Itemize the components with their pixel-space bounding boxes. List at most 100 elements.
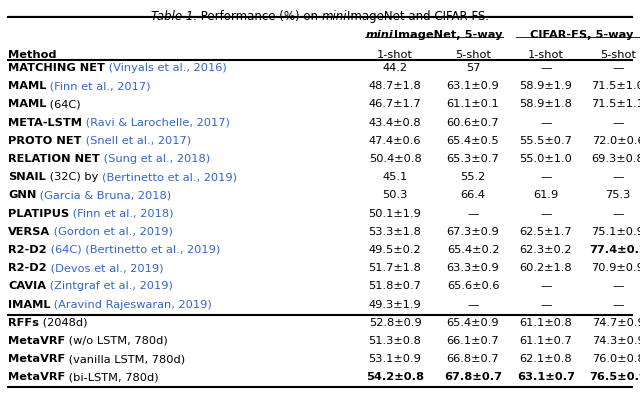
Text: (Gordon et al., 2019): (Gordon et al., 2019) [50, 226, 173, 236]
Text: —: — [540, 117, 552, 127]
Text: 1-shot: 1-shot [377, 50, 413, 60]
Text: 76.0±0.8: 76.0±0.8 [591, 353, 640, 363]
Text: —: — [540, 281, 552, 291]
Text: 74.7±0.9: 74.7±0.9 [591, 317, 640, 327]
Text: 5-shot: 5-shot [455, 50, 491, 60]
Text: VERSA: VERSA [8, 226, 50, 236]
Text: (2048d): (2048d) [39, 317, 88, 327]
Text: (Snell et al., 2017): (Snell et al., 2017) [81, 135, 191, 145]
Text: 75.3: 75.3 [605, 190, 630, 200]
Text: GNN: GNN [8, 190, 36, 200]
Text: 49.5±0.2: 49.5±0.2 [369, 244, 421, 254]
Text: R2-D2: R2-D2 [8, 244, 47, 254]
Text: 55.0±1.0: 55.0±1.0 [520, 153, 572, 164]
Text: (Zintgraf et al., 2019): (Zintgraf et al., 2019) [46, 281, 173, 291]
Text: CIFAR-FS, 5-way: CIFAR-FS, 5-way [531, 30, 634, 40]
Text: 66.1±0.7: 66.1±0.7 [447, 335, 499, 345]
Text: 62.3±0.2: 62.3±0.2 [520, 244, 572, 254]
Text: MAML: MAML [8, 99, 46, 109]
Text: IMAML: IMAML [8, 299, 51, 309]
Text: (Finn et al., 2017): (Finn et al., 2017) [46, 81, 151, 91]
Text: 5-shot: 5-shot [600, 50, 636, 60]
Text: 63.1±0.9: 63.1±0.9 [447, 81, 499, 91]
Text: RFFs: RFFs [8, 317, 39, 327]
Text: (32C) by: (32C) by [45, 172, 102, 182]
Text: 49.3±1.9: 49.3±1.9 [369, 299, 421, 309]
Text: 77.4±0.2: 77.4±0.2 [589, 244, 640, 254]
Text: —: — [612, 281, 624, 291]
Text: 60.6±0.7: 60.6±0.7 [447, 117, 499, 127]
Text: —: — [540, 299, 552, 309]
Text: (Sung et al., 2018): (Sung et al., 2018) [100, 153, 210, 164]
Text: —: — [540, 208, 552, 218]
Text: 66.8±0.7: 66.8±0.7 [447, 353, 499, 363]
Text: (w/o LSTM, 780d): (w/o LSTM, 780d) [65, 335, 168, 345]
Text: —: — [612, 117, 624, 127]
Text: 43.4±0.8: 43.4±0.8 [369, 117, 421, 127]
Text: SNAIL: SNAIL [8, 172, 45, 182]
Text: Performance (%) on: Performance (%) on [197, 10, 322, 23]
Text: 67.8±0.7: 67.8±0.7 [444, 371, 502, 382]
Text: 50.4±0.8: 50.4±0.8 [369, 153, 421, 164]
Text: 54.2±0.8: 54.2±0.8 [366, 371, 424, 382]
Text: 61.1±0.7: 61.1±0.7 [520, 335, 572, 345]
Text: 60.2±1.8: 60.2±1.8 [520, 262, 572, 273]
Text: 55.5±0.7: 55.5±0.7 [520, 135, 572, 145]
Text: 67.3±0.9: 67.3±0.9 [447, 226, 499, 236]
Text: 65.3±0.7: 65.3±0.7 [447, 153, 499, 164]
Text: 76.5±0.9: 76.5±0.9 [589, 371, 640, 382]
Text: (Ravi & Larochelle, 2017): (Ravi & Larochelle, 2017) [82, 117, 230, 127]
Text: 52.8±0.9: 52.8±0.9 [369, 317, 421, 327]
Text: 63.1±0.7: 63.1±0.7 [517, 371, 575, 382]
Text: MAML: MAML [8, 81, 46, 91]
Text: 69.3±0.8: 69.3±0.8 [591, 153, 640, 164]
Text: 51.8±0.7: 51.8±0.7 [369, 281, 421, 291]
Text: PROTO NET: PROTO NET [8, 135, 81, 145]
Text: (Finn et al., 2018): (Finn et al., 2018) [69, 208, 173, 218]
Text: —: — [467, 208, 479, 218]
Text: 51.3±0.8: 51.3±0.8 [369, 335, 421, 345]
Text: (vanilla LSTM, 780d): (vanilla LSTM, 780d) [65, 353, 186, 363]
Text: 57: 57 [466, 63, 480, 73]
Text: 51.7±1.8: 51.7±1.8 [369, 262, 421, 273]
Text: (Garcia & Bruna, 2018): (Garcia & Bruna, 2018) [36, 190, 172, 200]
Text: MetaVRF: MetaVRF [8, 335, 65, 345]
Text: Method: Method [8, 50, 56, 60]
Text: 65.4±0.9: 65.4±0.9 [447, 317, 499, 327]
Text: —: — [540, 63, 552, 73]
Text: mini: mini [322, 10, 347, 23]
Text: 61.1±0.1: 61.1±0.1 [447, 99, 499, 109]
Text: R2-D2: R2-D2 [8, 262, 47, 273]
Text: Table 1.: Table 1. [151, 10, 197, 23]
Text: —: — [612, 208, 624, 218]
Text: —: — [540, 172, 552, 182]
Text: 46.7±1.7: 46.7±1.7 [369, 99, 421, 109]
Text: 50.3: 50.3 [382, 190, 408, 200]
Text: (Vinyals et al., 2016): (Vinyals et al., 2016) [105, 63, 227, 73]
Text: (64C) (Bertinetto et al., 2019): (64C) (Bertinetto et al., 2019) [47, 244, 220, 254]
Text: 65.6±0.6: 65.6±0.6 [447, 281, 499, 291]
Text: RELATION NET: RELATION NET [8, 153, 100, 164]
Text: 71.5±1.1: 71.5±1.1 [591, 99, 640, 109]
Text: 61.1±0.8: 61.1±0.8 [520, 317, 572, 327]
Text: 65.4±0.2: 65.4±0.2 [447, 244, 499, 254]
Text: 44.2: 44.2 [383, 63, 408, 73]
Text: 58.9±1.9: 58.9±1.9 [520, 81, 572, 91]
Text: —: — [612, 63, 624, 73]
Text: —: — [467, 299, 479, 309]
Text: —: — [612, 172, 624, 182]
Text: (Aravind Rajeswaran, 2019): (Aravind Rajeswaran, 2019) [51, 299, 212, 309]
Text: 62.1±0.8: 62.1±0.8 [520, 353, 572, 363]
Text: 53.3±1.8: 53.3±1.8 [369, 226, 421, 236]
Text: 48.7±1.8: 48.7±1.8 [369, 81, 421, 91]
Text: 61.9: 61.9 [533, 190, 559, 200]
Text: 74.3±0.9: 74.3±0.9 [591, 335, 640, 345]
Text: MATCHING NET: MATCHING NET [8, 63, 105, 73]
Text: mini: mini [366, 30, 394, 40]
Text: 66.4: 66.4 [461, 190, 486, 200]
Text: MetaVRF: MetaVRF [8, 353, 65, 363]
Text: ImageNet, 5-way: ImageNet, 5-way [394, 30, 502, 40]
Text: 63.3±0.9: 63.3±0.9 [447, 262, 499, 273]
Text: 65.4±0.5: 65.4±0.5 [447, 135, 499, 145]
Text: 70.9±0.9: 70.9±0.9 [591, 262, 640, 273]
